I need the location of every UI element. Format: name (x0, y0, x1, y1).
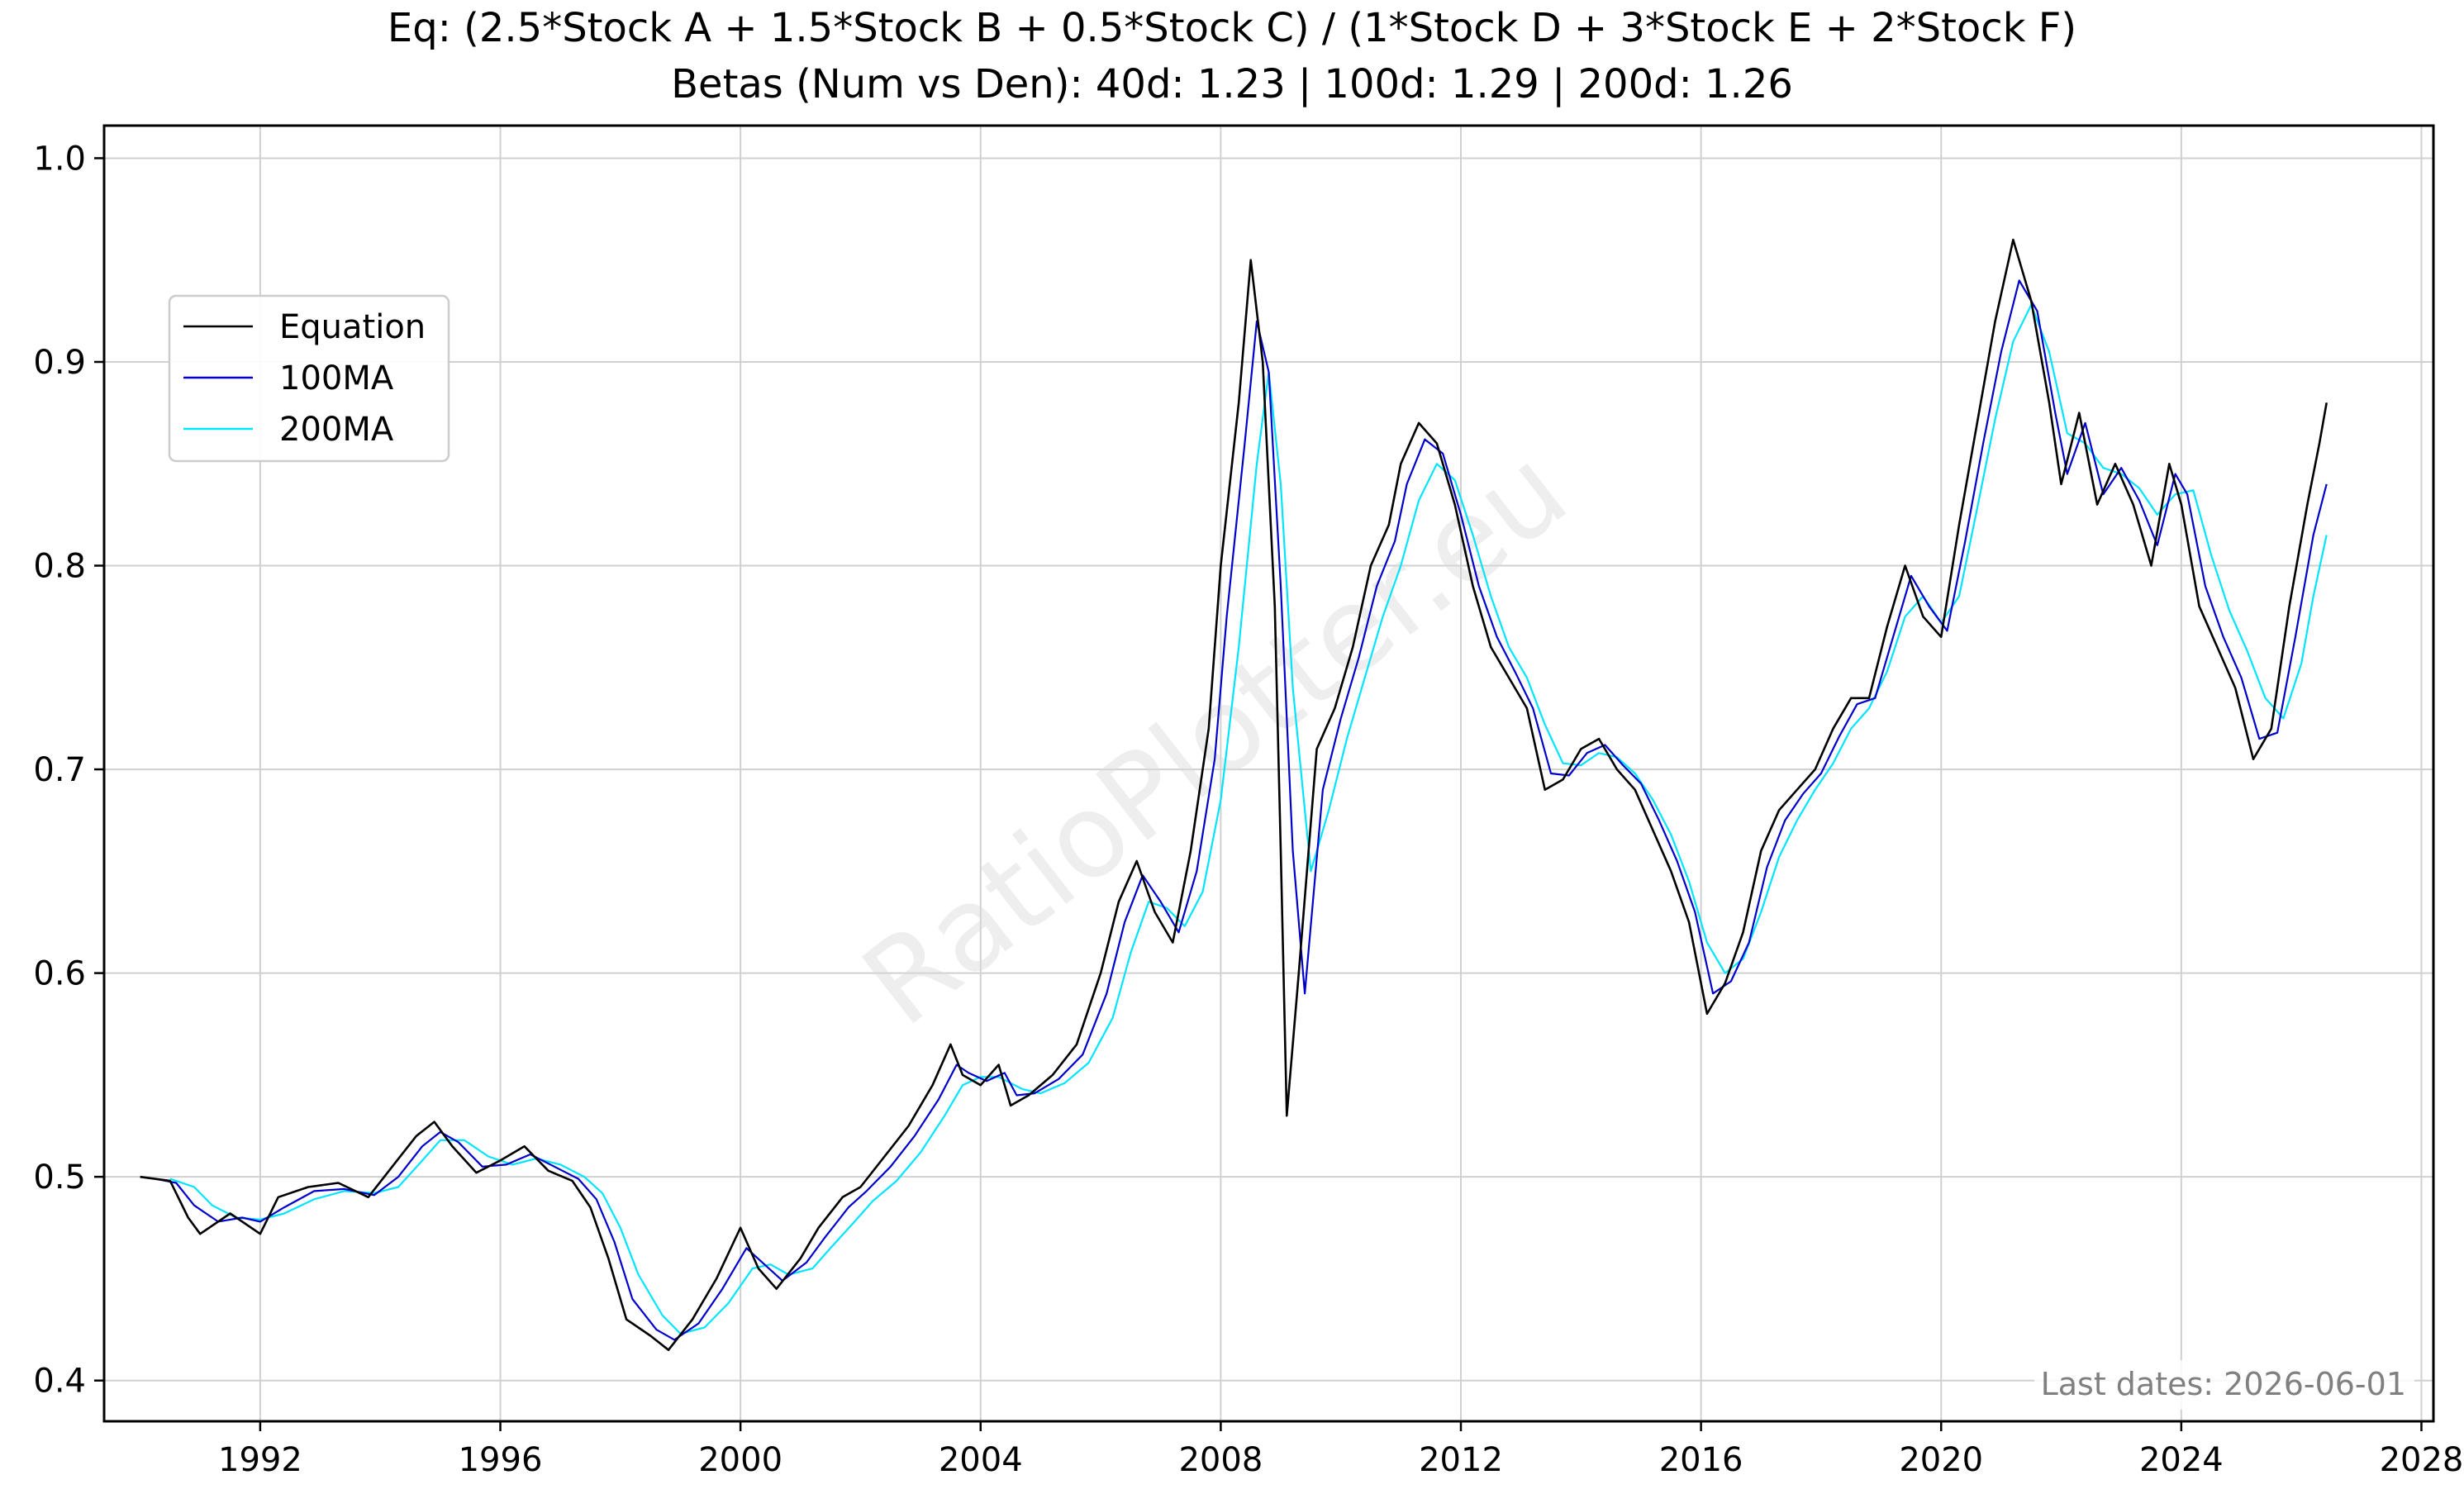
chart-subtitle: Betas (Num vs Den): 40d: 1.23 | 100d: 1.… (671, 61, 1793, 107)
x-tick-label: 1996 (459, 1441, 543, 1479)
equation-series-line (140, 238, 2328, 1351)
plot-frame (102, 124, 2435, 1423)
x-tick-label: 2028 (2380, 1441, 2464, 1479)
200ma-series-line (169, 303, 2328, 1335)
legend: Equation 100MA 200MA (168, 294, 450, 463)
y-tick-label: 0.7 (33, 751, 86, 789)
x-tick-label: 1992 (218, 1441, 302, 1479)
legend-label-200ma: 200MA (279, 411, 394, 449)
x-tick-label: 2020 (1899, 1441, 1983, 1479)
last-dates-annotation: Last dates: 2026-06-01 (2041, 1366, 2406, 1402)
annotation-layer: Last dates: 2026-06-01 (2034, 1360, 2414, 1410)
annotation-background (2034, 1360, 2414, 1410)
100ma-series-line (155, 279, 2328, 1341)
y-tick-label: 0.8 (33, 548, 86, 586)
y-tick-label: 0.4 (33, 1363, 86, 1401)
x-tick-label: 2000 (698, 1441, 782, 1479)
y-tick-label: 0.6 (33, 955, 86, 993)
x-axis: 1992 1996 2000 2004 2008 2012 2016 2020 2024 2028 (218, 1421, 2463, 1479)
x-tick-label: 2024 (2139, 1441, 2224, 1479)
legend-box (168, 294, 450, 463)
y-axis: 0.4 0.5 0.6 0.7 0.8 0.9 1.0 (33, 140, 104, 1401)
legend-label-100ma: 100MA (279, 359, 394, 397)
y-tick-label: 1.0 (33, 140, 86, 178)
legend-label-equation: Equation (279, 308, 426, 346)
watermark-text: RatioPlotter.eu (839, 423, 1591, 1053)
grid-layer (104, 126, 2433, 1421)
y-tick-label: 0.5 (33, 1159, 86, 1197)
watermark-layer: RatioPlotter.eu (839, 423, 1591, 1053)
x-tick-label: 2012 (1419, 1441, 1503, 1479)
x-tick-label: 2004 (939, 1441, 1023, 1479)
chart-title: Eq: (2.5*Stock A + 1.5*Stock B + 0.5*Sto… (387, 5, 2077, 51)
series-layer (140, 238, 2328, 1351)
y-tick-label: 0.9 (33, 344, 86, 382)
x-tick-label: 2016 (1659, 1441, 1743, 1479)
x-tick-label: 2008 (1178, 1441, 1263, 1479)
